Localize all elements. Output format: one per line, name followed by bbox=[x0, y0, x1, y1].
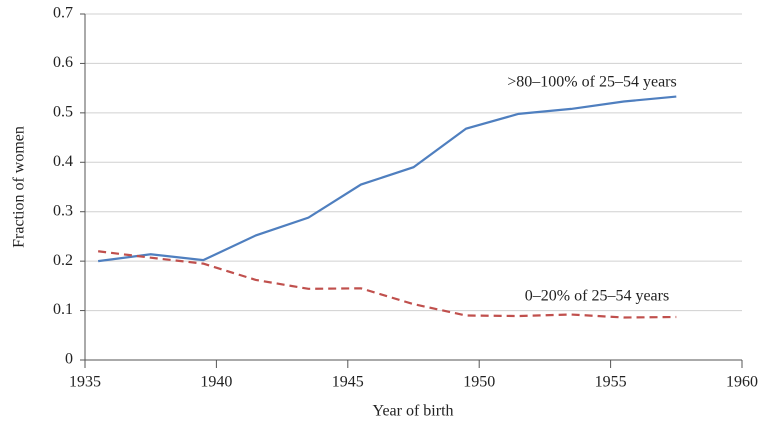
x-tick-label: 1950 bbox=[463, 374, 495, 391]
y-tick-label: 0.5 bbox=[53, 104, 73, 121]
x-tick-label: 1935 bbox=[69, 374, 101, 391]
series-line bbox=[97, 95, 677, 263]
series-label: 0–20% of 25–54 years bbox=[525, 288, 669, 305]
series-line bbox=[98, 250, 677, 319]
x-tick-label: 1945 bbox=[332, 374, 364, 391]
y-tick-label: 0.4 bbox=[53, 153, 73, 170]
y-tick-label: 0.2 bbox=[53, 252, 73, 269]
x-tick-label: 1940 bbox=[200, 374, 232, 391]
y-tick-label: 0.1 bbox=[53, 301, 73, 318]
y-tick-label: 0.6 bbox=[53, 54, 73, 71]
y-tick-label: 0 bbox=[65, 351, 73, 368]
y-axis-label: Fraction of women bbox=[11, 126, 28, 248]
y-tick-label: 0.7 bbox=[53, 5, 73, 22]
series-label: >80–100% of 25–54 years bbox=[507, 74, 676, 91]
x-tick-label: 1960 bbox=[726, 374, 758, 391]
y-tick-label: 0.3 bbox=[53, 202, 73, 219]
x-axis-label: Year of birth bbox=[372, 403, 453, 420]
x-tick-label: 1955 bbox=[595, 374, 627, 391]
